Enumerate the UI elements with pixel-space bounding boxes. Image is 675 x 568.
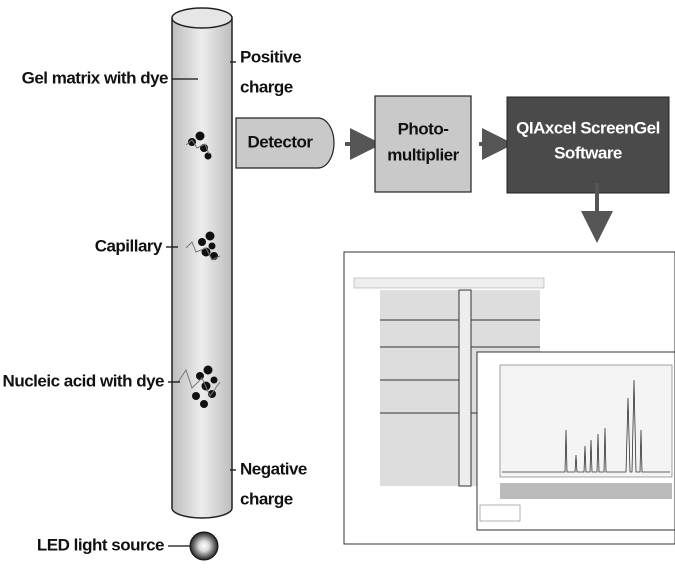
label: Positive: [240, 47, 301, 66]
led: [189, 531, 219, 561]
label: Capillary: [95, 236, 163, 255]
software-screenshot: [343, 251, 675, 545]
box-label: Photo-: [398, 119, 449, 138]
label: charge: [240, 489, 293, 508]
label: LED light source: [37, 535, 164, 554]
label: Gel matrix with dye: [22, 68, 168, 87]
molecules: [177, 131, 221, 408]
label: charge: [240, 77, 293, 96]
label: Negative: [240, 459, 307, 478]
box-label: QIAxcel ScreenGel: [516, 118, 660, 137]
software-box: [506, 96, 670, 194]
photomultiplier-box: [374, 95, 472, 193]
label: Nucleic acid with dye: [3, 371, 164, 390]
detector-box: [235, 117, 335, 169]
box-label: multiplier: [387, 145, 459, 164]
box-label: Software: [554, 143, 622, 162]
box-label: Detector: [248, 132, 314, 151]
capillary-tube: [171, 7, 233, 519]
